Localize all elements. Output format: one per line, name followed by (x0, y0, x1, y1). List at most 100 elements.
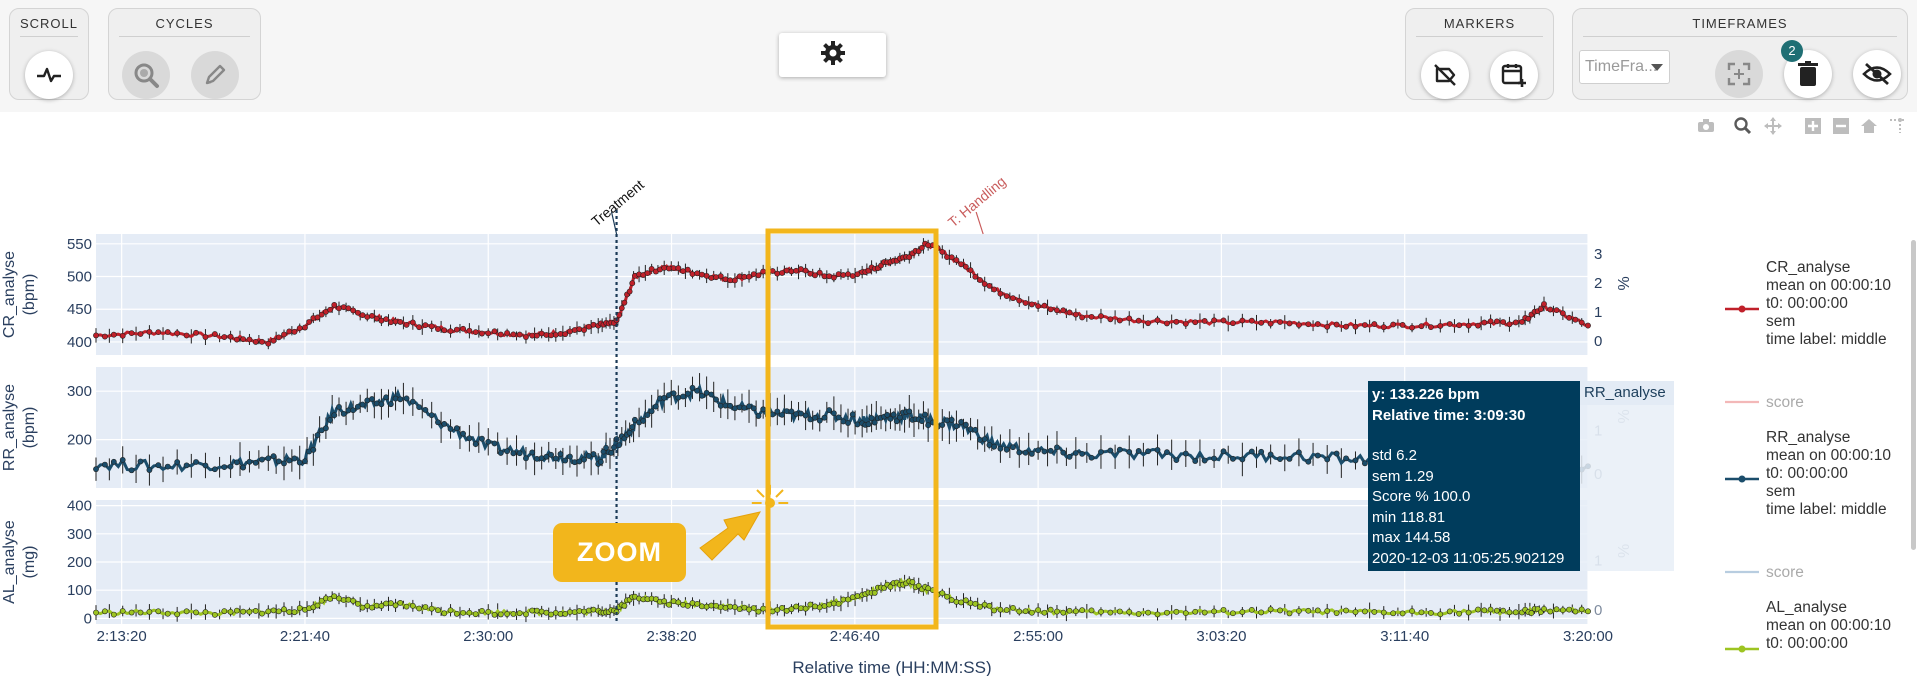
data-point (1022, 300, 1029, 306)
pan-icon[interactable] (1763, 116, 1783, 136)
data-point (922, 411, 928, 418)
zoom-sparkle (775, 489, 784, 498)
scroll-pulse-button[interactable] (25, 51, 73, 99)
y-tick-label: 200 (67, 432, 92, 449)
calendar-add-icon (1500, 61, 1528, 89)
data-point (93, 332, 99, 339)
data-point (1211, 317, 1217, 324)
spike-icon[interactable] (1887, 116, 1907, 136)
data-point (1399, 321, 1406, 328)
timeframe-select-placeholder: TimeFra... (1585, 58, 1658, 75)
secondary-tick-label: 2 (1594, 275, 1602, 292)
cycles-inspect-button[interactable] (122, 51, 170, 99)
data-point (1481, 607, 1488, 614)
data-point (1487, 318, 1494, 325)
data-point (797, 410, 804, 417)
data-point (1201, 318, 1208, 324)
data-point (1418, 323, 1425, 330)
tooltip-sem: sem 1.29 (1372, 467, 1434, 485)
data-point (529, 449, 536, 456)
data-point (562, 457, 569, 464)
zoom-in-icon[interactable] (1803, 116, 1823, 136)
data-point (227, 333, 234, 340)
data-point (944, 254, 950, 261)
y-axis-title-unit: (bpm) (21, 274, 38, 316)
timeframe-hide-button[interactable] (1853, 50, 1901, 98)
data-point (1267, 320, 1274, 327)
data-point (1239, 609, 1246, 615)
data-point (1201, 457, 1208, 464)
data-point (666, 265, 672, 272)
data-point (403, 603, 410, 610)
data-point (967, 426, 974, 433)
markers-group-title: MARKERS (1443, 16, 1516, 31)
data-point (327, 595, 333, 602)
data-point (925, 422, 932, 429)
home-icon[interactable] (1859, 116, 1879, 136)
data-point (504, 330, 510, 336)
legend-text: t0: 00:00:00 (1766, 635, 1848, 652)
data-point (336, 595, 342, 602)
data-point (318, 311, 325, 318)
legend-text: mean on 00:00:10 (1766, 447, 1891, 464)
timeframe-select-button[interactable] (1715, 50, 1763, 98)
data-point (648, 408, 655, 415)
subplot-CR_analyse: 400 450 500 550 CR_analyse (bpm) 0 1 2 3% (1, 234, 1633, 355)
data-point (732, 405, 738, 412)
zoom-out-icon[interactable] (1831, 116, 1851, 136)
tooltip-tag-shade (1580, 405, 1674, 571)
data-point (221, 464, 228, 471)
settings-button[interactable] (779, 33, 886, 77)
data-point (314, 314, 321, 321)
series-AL_analyse (93, 574, 1591, 623)
data-point (93, 466, 99, 473)
data-point (1553, 606, 1560, 613)
data-point (1164, 609, 1170, 616)
treatment-annotation: Treatment (588, 176, 647, 229)
camera-icon[interactable] (1696, 116, 1716, 136)
data-point (392, 602, 399, 609)
y-axis-title-unit: (bpm) (21, 407, 38, 449)
y-axis-title: CR_analyse (bpm) (1, 251, 38, 338)
data-point (1028, 301, 1035, 308)
data-point (265, 608, 272, 615)
data-point (939, 422, 946, 428)
data-point (597, 459, 604, 465)
data-point (491, 440, 498, 447)
data-point (732, 277, 738, 284)
legend-text: time label: middle (1766, 331, 1887, 348)
data-point (741, 404, 748, 411)
data-point (504, 611, 510, 617)
data-point (1107, 316, 1114, 323)
marker-off-button[interactable] (1421, 51, 1469, 99)
data-point (722, 402, 729, 409)
data-point (567, 328, 573, 335)
data-point (119, 456, 126, 463)
data-point (590, 451, 597, 457)
data-point (1035, 447, 1042, 454)
data-point (466, 609, 473, 616)
data-point (812, 603, 818, 610)
data-point (958, 599, 965, 606)
data-point (174, 330, 181, 337)
data-point (717, 273, 724, 280)
data-point (286, 609, 293, 615)
data-point (1465, 322, 1472, 329)
legend-scrollbar[interactable] (1911, 240, 1916, 550)
timeframe-select[interactable]: TimeFra... (1579, 50, 1670, 84)
data-point (736, 606, 743, 613)
data-point (416, 404, 423, 411)
zoom-icon[interactable] (1733, 116, 1753, 136)
data-point (345, 305, 352, 312)
data-point (1230, 320, 1236, 327)
data-point (281, 606, 287, 613)
marker-add-button[interactable] (1490, 51, 1538, 99)
data-point (193, 329, 199, 336)
cycles-edit-button[interactable] (191, 51, 239, 99)
handling-leader (975, 211, 984, 235)
data-point (1258, 448, 1265, 455)
data-point (1126, 449, 1133, 455)
scroll-group: SCROLL (9, 8, 89, 100)
